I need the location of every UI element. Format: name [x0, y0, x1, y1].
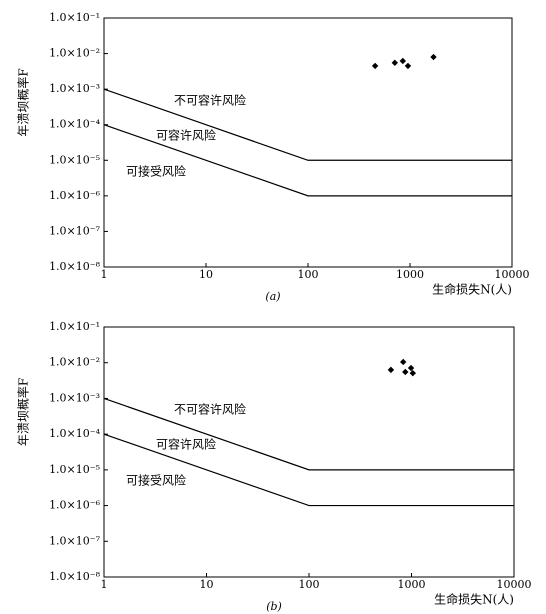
annotation: 不可容许风险 — [174, 93, 246, 108]
y-tick-label: 1.0×10⁻⁷ — [49, 534, 101, 547]
x-tick-label: 10 — [200, 578, 214, 591]
y-tick-label: 1.0×10⁻⁸ — [49, 260, 101, 273]
x-tick-label: 10 — [199, 268, 213, 281]
y-tick-label: 1.0×10⁻² — [49, 47, 100, 60]
x-tick-label: 1000 — [398, 578, 426, 591]
annotation: 可容许风险 — [156, 128, 216, 143]
data-point — [391, 59, 399, 67]
y-tick-label: 1.0×10⁻⁶ — [49, 189, 101, 202]
y-tick-label: 1.0×10⁻³ — [49, 82, 100, 95]
y-tick-label: 1.0×10⁻² — [49, 356, 100, 369]
y-tick-label: 1.0×10⁻⁴ — [49, 118, 101, 131]
plot-frame — [103, 326, 515, 578]
x-tick-label: 100 — [298, 268, 319, 281]
annotation: 不可容许风险 — [174, 402, 246, 417]
x-tick-label: 1 — [101, 268, 108, 281]
risk-line — [103, 433, 514, 507]
data-point — [400, 358, 407, 366]
x-axis-label: 生命损失N(人) — [432, 282, 512, 297]
data-point — [409, 369, 417, 377]
caption: (b) — [266, 600, 282, 613]
data-point — [387, 366, 395, 374]
y-axis-label: 年溃坝概率F — [16, 378, 31, 446]
y-tick-label: 1.0×10⁻⁵ — [49, 463, 100, 476]
risk-line — [103, 397, 514, 471]
x-tick-label: 10000 — [495, 268, 530, 281]
y-axis-label: 年溃坝概率F — [16, 68, 31, 136]
data-point — [399, 57, 407, 65]
plot-frame — [103, 17, 513, 268]
y-tick-label: 1.0×10⁻¹ — [49, 320, 100, 333]
annotation: 可接受风险 — [126, 164, 186, 179]
y-tick-label: 1.0×10⁻⁶ — [49, 499, 101, 512]
x-tick-label: 10000 — [497, 578, 532, 591]
y-tick-label: 1.0×10⁻³ — [49, 391, 100, 404]
data-point — [407, 364, 415, 372]
data-point — [402, 368, 409, 376]
y-tick-label: 1.0×10⁻⁴ — [49, 427, 101, 440]
risk-line — [103, 88, 512, 161]
y-tick-label: 1.0×10⁻¹ — [49, 11, 100, 24]
data-point — [430, 53, 437, 61]
x-axis-label: 生命损失N(人) — [434, 592, 514, 607]
x-tick-label: 1 — [101, 578, 108, 591]
annotation: 可容许风险 — [156, 437, 216, 452]
x-tick-label: 1000 — [396, 268, 424, 281]
y-tick-label: 1.0×10⁻⁸ — [49, 570, 101, 583]
risk-line — [103, 124, 512, 197]
data-point — [371, 62, 379, 70]
annotation: 可接受风险 — [126, 473, 186, 488]
y-tick-label: 1.0×10⁻⁷ — [49, 224, 101, 237]
y-tick-label: 1.0×10⁻⁵ — [49, 153, 100, 166]
x-tick-label: 100 — [299, 578, 320, 591]
caption: (a) — [265, 290, 280, 303]
data-point — [404, 62, 412, 70]
